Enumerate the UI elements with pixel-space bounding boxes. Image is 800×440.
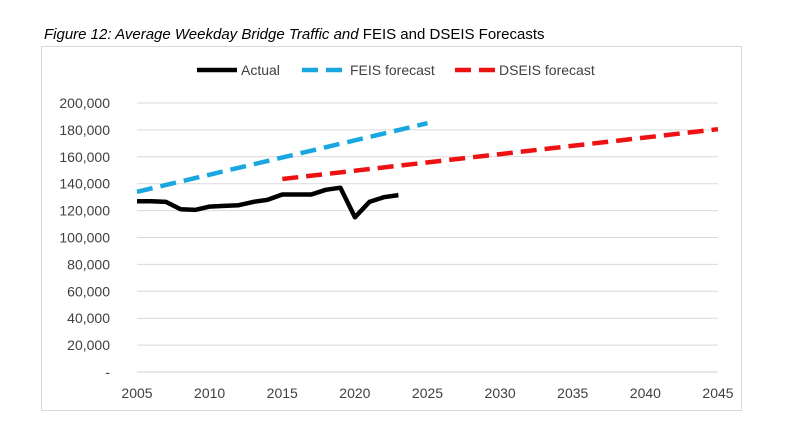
grid-layer	[137, 102, 718, 373]
legend: Actual FEIS forecast DSEIS forecast	[197, 62, 595, 78]
x-tick-label: 2035	[557, 385, 588, 401]
series-line-feis-forecast	[136, 121, 429, 194]
y-tick-label: 100,000	[59, 230, 110, 246]
x-tick-label: 2010	[194, 385, 225, 401]
legend-label: Actual	[241, 62, 280, 78]
series-line-actual	[137, 185, 399, 220]
x-tick-label: 2020	[339, 385, 370, 401]
x-tick-label: 2040	[630, 385, 661, 401]
y-tick-label: 140,000	[59, 176, 110, 192]
caption-regular-part: FEIS and DSEIS Forecasts	[358, 26, 545, 43]
y-tick-label: 160,000	[59, 149, 110, 165]
y-tick-label: -	[105, 364, 110, 380]
y-tick-label: 180,000	[59, 122, 110, 138]
y-tick-label: 200,000	[59, 95, 110, 111]
chart-svg: - 20,000 40,000 60,000 80,000 100,000 120,000 1…	[59, 62, 733, 401]
y-tick-label: 80,000	[67, 256, 110, 272]
legend-label: DSEIS forecast	[499, 62, 595, 78]
x-tick-label: 2015	[267, 385, 298, 401]
x-axis-tick-labels: 2005 2010 2015 2020 2025 2030 2035 2040 2045	[121, 385, 733, 401]
y-tick-label: 40,000	[67, 310, 110, 326]
x-tick-label: 2025	[412, 385, 443, 401]
chart-frame: - 20,000 40,000 60,000 80,000 100,000 120,000 1…	[41, 46, 742, 411]
series-line-dseis-forecast	[282, 126, 719, 182]
y-tick-label: 60,000	[67, 283, 110, 299]
y-axis-tick-labels: - 20,000 40,000 60,000 80,000 100,000 120,000 1…	[59, 95, 110, 380]
y-tick-label: 120,000	[59, 203, 110, 219]
y-tick-label: 20,000	[67, 337, 110, 353]
series-layer	[136, 121, 719, 220]
caption-italic-part: Figure 12: Average Weekday Bridge Traffi…	[44, 26, 359, 43]
x-tick-label: 2045	[702, 385, 733, 401]
x-tick-label: 2030	[485, 385, 516, 401]
x-tick-label: 2005	[121, 385, 152, 401]
legend-label: FEIS forecast	[350, 62, 435, 78]
figure-caption: Figure 12: Average Weekday Bridge Traffi…	[44, 26, 545, 43]
